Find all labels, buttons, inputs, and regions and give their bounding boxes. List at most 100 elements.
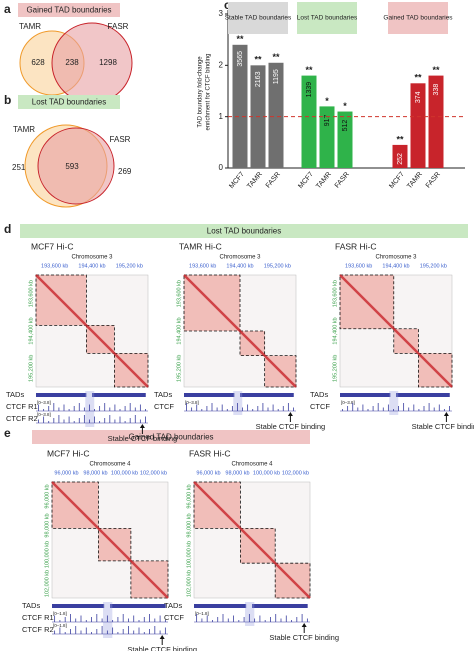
bar-count: 512: [342, 120, 349, 132]
significance: **: [396, 134, 404, 144]
y-tick-label: 194,400 kb: [332, 317, 338, 344]
y-tick-label: 193,600 kb: [176, 280, 182, 307]
bar-count: 338: [433, 84, 440, 96]
diagonal: [183, 274, 297, 388]
diagonal: [51, 481, 169, 599]
significance: **: [414, 73, 422, 83]
significance: **: [254, 55, 262, 65]
y-axis-label: TAD boundary fold-change: [198, 56, 204, 128]
x-tick-label: 195,200 kb: [264, 263, 291, 269]
x-tick-label: 193,600 kb: [41, 263, 68, 269]
y-tick-label: 0: [219, 163, 224, 172]
chromosome-label: Chromosome 4: [231, 462, 273, 468]
arrow-head: [287, 412, 293, 416]
significance: **: [272, 52, 280, 62]
annotation: Stable CTCF binding: [127, 645, 197, 651]
banner: [20, 224, 468, 238]
track-label: CTCF: [310, 402, 330, 411]
x-tick-label: 102,000 kb: [140, 470, 167, 476]
panel-label: c: [224, 0, 231, 12]
tad-box: [393, 328, 419, 354]
y-tick-label: 100,000 kb: [186, 541, 192, 568]
track-label: TADs: [6, 390, 24, 399]
panel-label: e: [4, 426, 11, 440]
significance: *: [325, 96, 329, 106]
y-tick-label: 100,000 kb: [44, 541, 50, 568]
x-tick-label: TAMR: [246, 171, 264, 190]
venn-label: FASR: [110, 135, 131, 144]
banner: [32, 430, 310, 444]
venn-count: 269: [118, 167, 132, 176]
bar: [392, 144, 408, 168]
annotation: Stable CTCF binding: [269, 633, 339, 642]
bar-count: 2163: [255, 71, 262, 87]
y-tick-label: 195,200 kb: [176, 355, 182, 382]
diagonal: [193, 481, 311, 599]
group-header: [228, 2, 288, 34]
bar-count: 1339: [306, 82, 313, 98]
x-tick-label: 98,000 kb: [83, 470, 107, 476]
arrow-head: [443, 412, 449, 416]
tad-box: [193, 481, 241, 529]
panel-label: d: [4, 222, 11, 236]
tad-box: [98, 528, 132, 562]
bar-count: 374: [415, 91, 422, 103]
venn-circle: [37, 127, 115, 205]
venn-count: 251: [12, 163, 26, 172]
map-title: FASR Hi-C: [335, 241, 377, 251]
venn-count: 238: [65, 58, 79, 67]
significance: **: [305, 65, 313, 75]
bar: [428, 75, 444, 168]
y-tick-label: 98,000 kb: [186, 513, 192, 537]
track-label: TADs: [310, 390, 328, 399]
tad-box: [339, 274, 395, 330]
track-scale: [0–3.8]: [37, 400, 51, 405]
x-tick-label: 195,200 kb: [116, 263, 143, 269]
map-title: MCF7 Hi-C: [31, 241, 74, 251]
tad-box: [86, 324, 115, 354]
x-tick-label: 98,000 kb: [225, 470, 249, 476]
x-tick-label: FASR: [265, 171, 282, 190]
y-axis-label: enrichment for CTCF binding: [206, 53, 212, 130]
bar: [232, 44, 248, 168]
bar-count: 3565: [237, 51, 244, 67]
y-tick-label: 193,600 kb: [28, 280, 34, 307]
y-tick-label: 195,200 kb: [332, 355, 338, 382]
y-tick-label: 96,000 kb: [186, 484, 192, 508]
significance: **: [236, 34, 244, 44]
tad-box: [35, 274, 87, 326]
tad-box: [183, 274, 241, 332]
group-header-text: Stable TAD boundaries: [225, 15, 292, 22]
tad-track: [340, 393, 391, 397]
tad-box: [51, 481, 99, 529]
y-tick-label: 102,000 kb: [44, 570, 50, 597]
track-label: CTCF R2: [22, 625, 54, 634]
chromosome-label: Chromosome 3: [375, 255, 417, 261]
boundary-highlight: [389, 391, 399, 415]
banner-text: Lost TAD boundaries: [32, 98, 106, 107]
y-tick-label: 2: [219, 60, 224, 69]
venn-circle: [51, 22, 133, 104]
y-tick-label: 3: [219, 9, 224, 18]
x-tick-label: 100,000 kb: [253, 470, 280, 476]
arrow-head: [139, 424, 145, 428]
panel-label: b: [4, 93, 11, 107]
venn-count: 628: [31, 58, 45, 67]
tad-track: [52, 604, 105, 608]
track-label: CTCF R1: [6, 402, 38, 411]
venn-count: 593: [65, 162, 79, 171]
track-scale: [0–3.8]: [37, 412, 51, 417]
venn-label: TAMR: [19, 22, 41, 31]
tad-track: [252, 604, 308, 608]
tad-box: [130, 560, 169, 599]
bar-count: 917: [324, 114, 331, 126]
group-header-text: Lost TAD boundaries: [297, 15, 358, 22]
tad-track: [184, 393, 235, 397]
banner-text: Lost TAD boundaries: [207, 227, 281, 236]
bar: [337, 111, 353, 168]
annotation: Stable CTCF binding: [256, 422, 326, 431]
track-scale: [0–3.8]: [185, 400, 199, 405]
track-scale: [0–1.8]: [53, 623, 67, 628]
x-tick-label: FASR: [425, 171, 442, 190]
